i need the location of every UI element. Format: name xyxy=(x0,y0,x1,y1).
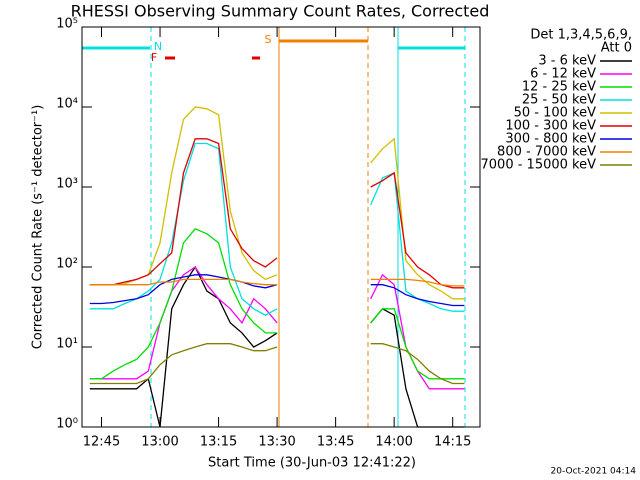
legend-label: 6 - 12 keV xyxy=(530,67,596,82)
series-line xyxy=(89,228,465,380)
series-line xyxy=(89,274,465,307)
x-tick-label: 12:45 xyxy=(83,435,120,450)
flags: N F S xyxy=(82,27,466,427)
series-line xyxy=(89,106,465,300)
legend-label: 3 - 6 keV xyxy=(538,54,596,69)
x-axis-label: Start Time (30-Jun-03 12:41:22) xyxy=(208,456,416,471)
flag-label: F xyxy=(151,51,157,64)
legend-label: 100 - 300 keV xyxy=(505,119,596,134)
y-tick-label: 10¹ xyxy=(56,337,78,352)
series-line xyxy=(89,343,465,385)
chart-title: RHESSI Observing Summary Count Rates, Co… xyxy=(71,2,490,21)
x-tick-label: 14:00 xyxy=(375,435,412,450)
plot-frame xyxy=(81,26,481,428)
y-tick-label: 10⁰ xyxy=(56,417,78,432)
legend-label: 800 - 7000 keV xyxy=(497,145,596,160)
legend-label: 7000 - 15000 keV xyxy=(481,158,597,173)
y-tick-label: 10³ xyxy=(56,177,78,192)
footer: 20-Oct-2021 04:14 xyxy=(551,467,637,477)
x-tick-label: 13:30 xyxy=(258,435,295,450)
legend-label: 50 - 100 keV xyxy=(514,106,597,121)
legend-label: 12 - 25 keV xyxy=(522,80,596,95)
legend-label: 300 - 800 keV xyxy=(505,132,596,147)
legend-title: Det 1,3,4,5,6,9, xyxy=(530,28,632,43)
legend-label: 25 - 50 keV xyxy=(522,93,596,108)
flag-label: S xyxy=(265,33,272,46)
y-tick-label: 10⁵ xyxy=(56,17,78,32)
y-tick-label: 10² xyxy=(56,257,78,272)
x-tick-label: 14:15 xyxy=(434,435,471,450)
series-line xyxy=(89,138,465,289)
y-axis-label: Corrected Count Rate (s⁻¹ detector⁻¹) xyxy=(31,105,46,350)
series-line xyxy=(89,278,465,287)
y-tick-label: 10⁴ xyxy=(56,97,78,112)
legend-title: Att 0 xyxy=(601,41,632,56)
flag-label: N xyxy=(154,40,162,53)
x-tick-label: 13:45 xyxy=(317,435,354,450)
x-tick-label: 13:00 xyxy=(141,435,178,450)
x-tick-label: 13:15 xyxy=(200,435,237,450)
